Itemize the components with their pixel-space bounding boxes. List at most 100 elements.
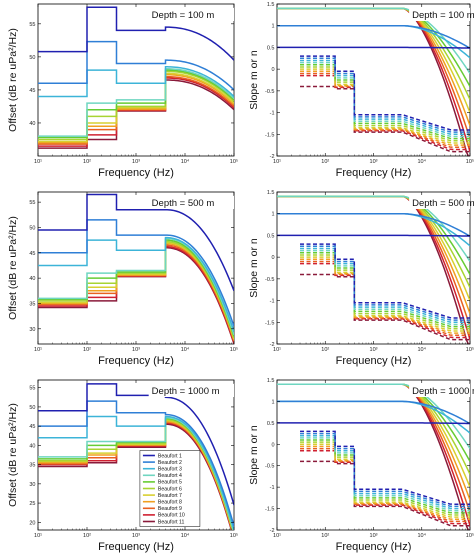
series-line-beaufort-7 xyxy=(38,72,234,143)
x-tick-label: 10⁵ xyxy=(466,532,474,539)
x-tick-label: 10³ xyxy=(370,533,378,539)
y-tick-label: -1.5 xyxy=(265,132,274,138)
y-axis-label: Slope m or n xyxy=(248,425,260,485)
y-tick-label: 35 xyxy=(29,301,35,307)
series-line-beaufort-3-dashed xyxy=(300,247,470,324)
series-line-beaufort-8-dashed xyxy=(300,70,470,146)
y-axis-label: Slope m or n xyxy=(248,50,260,110)
y-tick-label: -0.5 xyxy=(265,464,274,470)
y-tick-label: 40 xyxy=(29,276,35,282)
series-line-beaufort-1 xyxy=(277,46,470,49)
y-tick-label: 20 xyxy=(29,520,35,526)
series-line-beaufort-3-dashed xyxy=(300,59,470,136)
panel-offset-4: 10¹ 10² 10³ 10⁴ 10⁵ 20 25 30 35 40 45 50 55 Depth = 1… xyxy=(7,379,238,553)
legend-label-beaufort-4: Beaufort 4 xyxy=(158,473,182,479)
panel-slope-3: 10¹ 10² 10³ 10⁴ 10⁵ 1.5 1 0.5 0 -0.5 -1 -1.5 -2 Depth… xyxy=(248,190,474,367)
series-line-beaufort-1 xyxy=(38,383,234,506)
x-axis-label: Frequency (Hz) xyxy=(336,541,412,553)
x-tick-label: 10³ xyxy=(370,159,378,165)
x-tick-label: 10¹ xyxy=(273,347,281,353)
series-line-beaufort-1 xyxy=(277,234,470,237)
annotation-bg xyxy=(409,384,470,397)
series-line-beaufort-2 xyxy=(277,400,470,425)
series-line-beaufort-9-dashed xyxy=(300,72,470,149)
series-line-beaufort-6-dashed xyxy=(300,441,470,516)
x-tick-label: 10² xyxy=(83,533,91,539)
x-tick-label: 10⁴ xyxy=(181,532,190,539)
series-line-beaufort-5-dashed xyxy=(300,439,470,514)
series-line-beaufort-7-dashed xyxy=(300,443,470,518)
series-line-beaufort-2-dashed xyxy=(300,57,470,133)
x-tick-label: 10³ xyxy=(132,533,140,539)
x-tick-label: 10² xyxy=(321,533,329,539)
y-tick-label: 1.5 xyxy=(267,2,275,8)
depth-annotation: Depth = 500 m xyxy=(152,198,215,209)
x-tick-label: 10² xyxy=(321,159,329,165)
annotation-bg xyxy=(148,384,234,397)
depth-annotation: Depth = 100 m xyxy=(412,10,474,21)
series-line-beaufort-1 xyxy=(38,6,234,61)
x-tick-label: 10¹ xyxy=(34,347,42,353)
series-line-beaufort-3 xyxy=(38,66,234,98)
y-tick-label: 25 xyxy=(29,501,35,507)
series-line-beaufort-8-dashed xyxy=(300,258,470,334)
y-tick-label: 0 xyxy=(271,67,274,73)
y-tick-label: 1 xyxy=(271,399,274,405)
annotation-bg xyxy=(148,196,234,209)
y-tick-label: -1 xyxy=(270,485,275,491)
y-tick-label: 45 xyxy=(29,424,35,430)
series-line-beaufort-10-dashed xyxy=(300,262,470,339)
y-tick-label: 50 xyxy=(29,225,35,231)
y-tick-label: 40 xyxy=(29,443,35,449)
y-tick-label: -1.5 xyxy=(265,507,274,513)
series-line-beaufort-5 xyxy=(38,69,234,139)
y-tick-label: 30 xyxy=(29,482,35,488)
x-tick-label: 10³ xyxy=(132,347,140,353)
x-tick-label: 10³ xyxy=(370,347,378,353)
series-line-beaufort-4 xyxy=(38,68,234,137)
y-tick-label: 1 xyxy=(271,212,274,218)
y-tick-label: 50 xyxy=(29,55,35,61)
y-axis-label: Offset (dB re uPa²/Hz) xyxy=(7,216,19,320)
y-tick-label: -0.5 xyxy=(265,89,274,95)
legend-label-beaufort-11: Beaufort 11 xyxy=(158,519,185,525)
series-line-beaufort-7-dashed xyxy=(300,256,470,332)
series-line-beaufort-9-dashed xyxy=(300,260,470,337)
series-line-beaufort-6-dashed xyxy=(300,66,470,142)
x-tick-label: 10² xyxy=(83,347,91,353)
x-tick-label: 10² xyxy=(83,159,91,165)
y-axis-label: Offset (dB re uPa²/Hz) xyxy=(7,28,19,132)
axes-frame xyxy=(276,379,471,531)
series-line-beaufort-1 xyxy=(38,193,234,292)
x-tick-label: 10⁵ xyxy=(230,158,238,165)
y-tick-label: -1 xyxy=(270,111,275,117)
series-group xyxy=(38,6,234,149)
legend-label-beaufort-7: Beaufort 7 xyxy=(158,493,182,499)
y-tick-label: 50 xyxy=(29,405,35,411)
series-line-beaufort-8 xyxy=(38,73,234,144)
series-line-beaufort-4 xyxy=(38,237,234,336)
annotation-bg xyxy=(148,8,234,21)
x-tick-label: 10⁴ xyxy=(418,532,427,539)
series-line-beaufort-11-dashed xyxy=(300,85,470,153)
series-line-beaufort-2 xyxy=(277,212,470,237)
series-line-beaufort-2 xyxy=(277,24,470,49)
x-tick-label: 10⁵ xyxy=(466,158,474,165)
legend-label-beaufort-10: Beaufort 10 xyxy=(158,513,185,519)
y-axis-label: Offset (dB re uPa²/Hz) xyxy=(7,403,19,507)
series-line-beaufort-1-dashed xyxy=(300,430,470,506)
x-tick-label: 10⁵ xyxy=(230,346,238,353)
annotation-bg xyxy=(409,196,470,209)
series-line-beaufort-1-dashed xyxy=(300,243,470,319)
series-line-beaufort-7-dashed xyxy=(300,68,470,144)
x-axis-label: Frequency (Hz) xyxy=(336,355,412,367)
y-tick-label: -2 xyxy=(270,154,275,160)
series-line-beaufort-9-dashed xyxy=(300,447,470,523)
x-tick-label: 10¹ xyxy=(34,533,42,539)
legend-label-beaufort-5: Beaufort 5 xyxy=(158,480,182,486)
y-tick-label: -1 xyxy=(270,299,275,305)
y-tick-label: -1.5 xyxy=(265,320,274,326)
series-line-beaufort-4-dashed xyxy=(300,61,470,138)
